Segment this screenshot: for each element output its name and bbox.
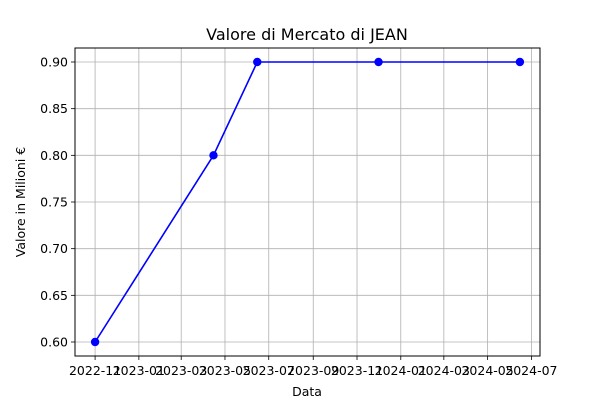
x-tick-label: 2023-01 (113, 363, 165, 378)
y-axis: 0.60 0.65 0.70 0.75 0.80 0.85 0.90 (40, 55, 75, 350)
x-tick-label: 2024-05 (461, 363, 513, 378)
y-tick-label: 0.70 (40, 241, 68, 256)
data-point (515, 57, 525, 67)
x-tick-label: 2022-11 (69, 363, 121, 378)
y-tick-label: 0.75 (40, 195, 68, 210)
y-tick-label: 0.60 (40, 335, 68, 350)
x-axis-title: Data (292, 384, 322, 399)
x-tick-label: 2023-09 (287, 363, 339, 378)
y-tick-label: 0.80 (40, 148, 68, 163)
x-tick-label: 2023-05 (199, 363, 251, 378)
x-tick-label: 2024-01 (375, 363, 427, 378)
series-layer (90, 57, 525, 347)
y-axis-title: Valore in Milioni € (13, 147, 28, 257)
x-tick-label: 2024-07 (505, 363, 557, 378)
data-point (253, 57, 262, 67)
data-point (374, 57, 383, 67)
chart-title: Valore di Mercato di JEAN (206, 25, 408, 44)
x-tick-label: 2023-03 (155, 363, 207, 378)
y-tick-label: 0.85 (40, 101, 68, 116)
data-point (209, 151, 218, 160)
y-tick-label: 0.90 (40, 55, 68, 70)
x-tick-label: 2023-11 (331, 363, 383, 378)
y-tick-label: 0.65 (40, 288, 68, 303)
data-point (90, 337, 100, 347)
x-tick-label: 2024-03 (418, 363, 470, 378)
x-axis: 2022-112023-012023-032023-052023-072023-… (69, 356, 558, 378)
x-tick-label: 2023-07 (243, 363, 295, 378)
